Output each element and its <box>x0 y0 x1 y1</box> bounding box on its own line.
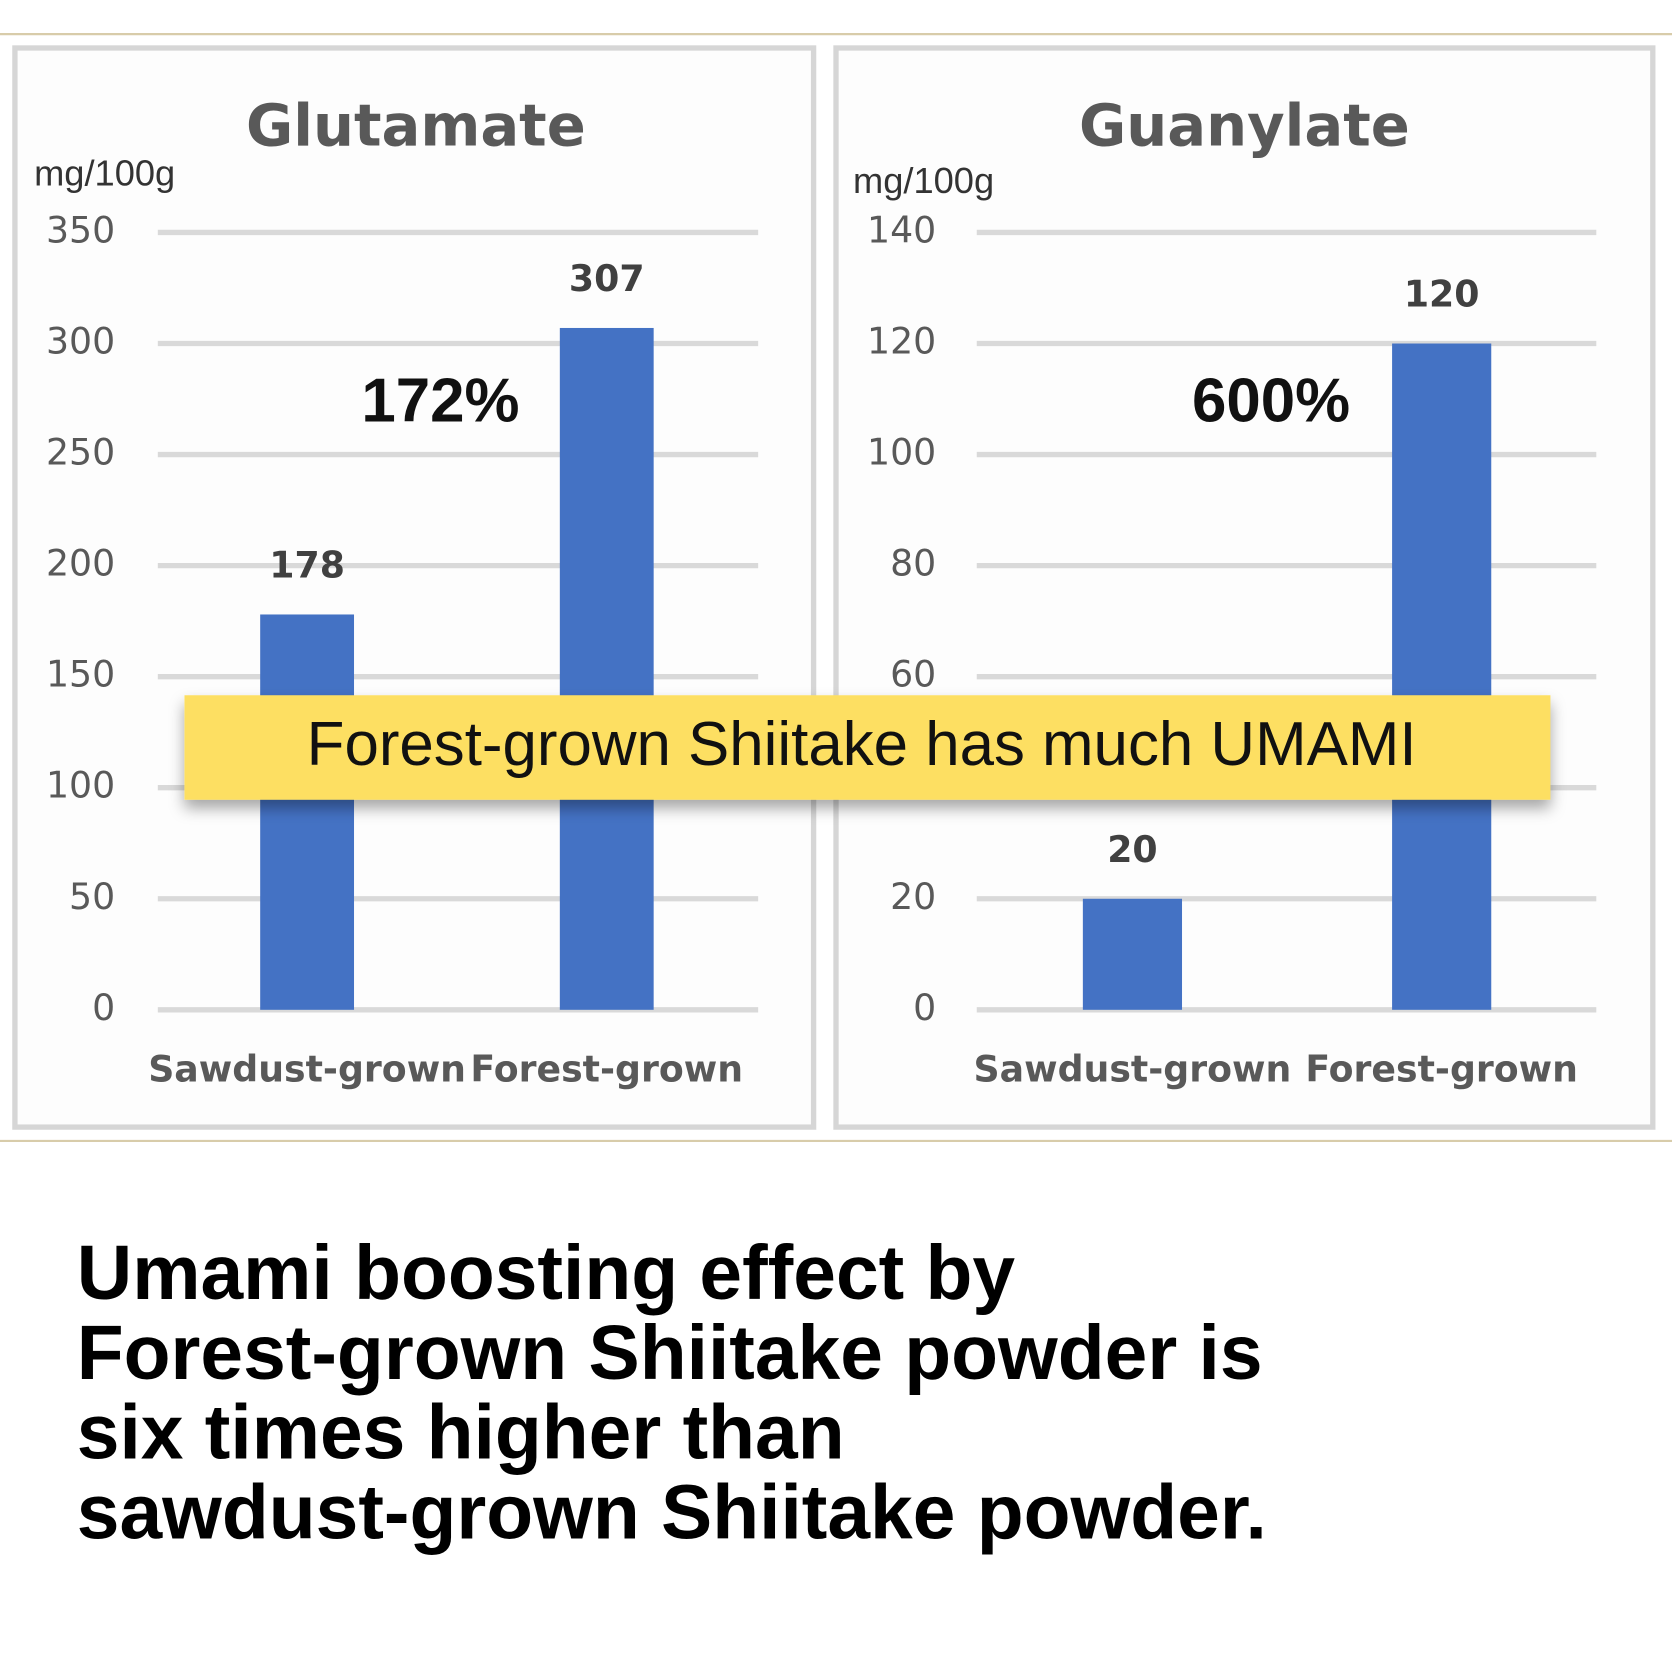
banner-box <box>184 695 1551 800</box>
chart: Glutamate mg/100g 0 50 100 150 200 250 300 350 178… <box>34 93 759 1091</box>
bar <box>260 614 355 1010</box>
x-tick-label: Sawdust-grown <box>974 1048 1292 1091</box>
y-tick-label: 0 <box>913 986 936 1029</box>
data-label: 178 <box>269 544 345 587</box>
y-tick-label: 140 <box>867 208 936 251</box>
y-tick-label: 120 <box>867 320 936 363</box>
bar <box>559 327 654 1010</box>
chart-panel <box>833 45 1656 1130</box>
y-tick-label: 250 <box>46 431 115 474</box>
data-label: 20 <box>1107 828 1157 871</box>
charts: Glutamatemg/100g050100150200250300350178… <box>34 93 1597 1091</box>
y-tick-label: 350 <box>46 208 115 251</box>
y-tick-label: 300 <box>46 320 115 363</box>
x-tick-label: Forest-grown <box>470 1048 743 1091</box>
y-tick-label: 100 <box>867 431 936 474</box>
y-tick-label: 200 <box>46 542 115 585</box>
bar <box>1392 343 1492 1010</box>
bar <box>1082 898 1183 1010</box>
y-axis-unit: mg/100g <box>34 153 175 194</box>
y-tick-label: 100 <box>46 764 115 807</box>
overlay: Forest-grown Shiitake has much UMAMI <box>184 695 1551 800</box>
x-tick-label: Sawdust-grown <box>148 1048 466 1091</box>
caption-line: sawdust-grown Shiitake powder. <box>77 1471 1267 1556</box>
y-tick-label: 20 <box>890 875 936 918</box>
y-tick-label: 0 <box>92 986 115 1029</box>
x-tick-label: Forest-grown <box>1305 1048 1578 1091</box>
banner-text: Forest-grown Shiitake has much UMAMI <box>307 710 1417 779</box>
chart-title: Glutamate <box>246 93 586 160</box>
chart-panel <box>12 45 817 1130</box>
y-tick-label: 50 <box>69 875 115 918</box>
data-label: 120 <box>1404 273 1480 316</box>
y-tick-label: 150 <box>46 653 115 696</box>
caption-line: six times higher than <box>77 1391 845 1476</box>
annotation: 600% <box>1192 367 1350 436</box>
caption-line: Umami boosting effect by <box>77 1231 1016 1316</box>
y-tick-label: 80 <box>890 542 936 585</box>
y-tick-label: 60 <box>890 653 936 696</box>
y-axis-unit: mg/100g <box>853 160 994 201</box>
caption-line: Forest-grown Shiitake powder is <box>77 1311 1263 1396</box>
data-label: 307 <box>569 257 645 300</box>
annotation: 172% <box>361 367 519 436</box>
chart-title: Guanylate <box>1079 93 1410 160</box>
